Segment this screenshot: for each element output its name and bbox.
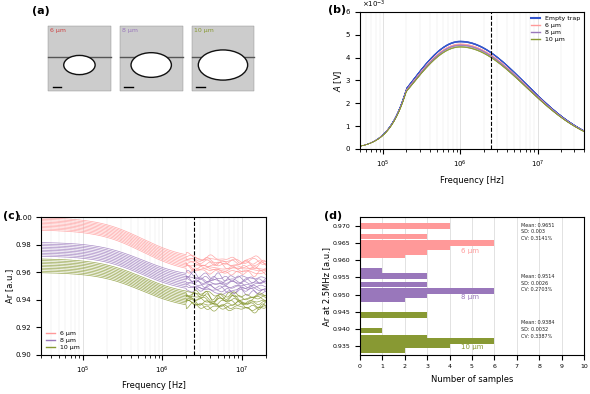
Text: Mean: 0.9384
SD: 0.0032
CV: 0.3387%: Mean: 0.9384 SD: 0.0032 CV: 0.3387% [522, 320, 555, 338]
X-axis label: Frequency [Hz]: Frequency [Hz] [122, 381, 185, 390]
Bar [360, 288, 494, 294]
Text: (c): (c) [3, 211, 20, 221]
Bar [360, 240, 494, 246]
Text: 6 μm: 6 μm [461, 248, 478, 254]
Text: Mean: 0.9514
SD: 0.0026
CV: 0.2703%: Mean: 0.9514 SD: 0.0026 CV: 0.2703% [522, 274, 555, 292]
Bar [48, 26, 111, 91]
Bar [120, 26, 183, 91]
Bar [360, 281, 427, 287]
Bar [360, 245, 450, 250]
Bar [360, 296, 405, 301]
Text: 8 μm: 8 μm [461, 294, 478, 300]
Text: 10 μm: 10 μm [461, 344, 483, 350]
Bar [360, 234, 427, 239]
Text: 8 μm: 8 μm [122, 28, 138, 33]
Bar [360, 273, 427, 279]
Bar [360, 342, 450, 348]
Text: 6 μm: 6 μm [50, 28, 66, 33]
Text: (b): (b) [329, 5, 346, 15]
Bar [360, 292, 427, 298]
Bar [360, 268, 382, 273]
Text: (a): (a) [32, 6, 50, 16]
Circle shape [64, 56, 95, 74]
Text: 10 μm: 10 μm [194, 28, 214, 33]
Bar [360, 253, 405, 258]
Text: Mean: 0.9651
SD: 0.003
CV: 0.3141%: Mean: 0.9651 SD: 0.003 CV: 0.3141% [522, 223, 555, 241]
X-axis label: Number of samples: Number of samples [431, 375, 513, 384]
Legend: 6 μm, 8 μm, 10 μm: 6 μm, 8 μm, 10 μm [43, 329, 83, 353]
Bar [360, 312, 427, 318]
Legend: Empty trap, 6 μm, 8 μm, 10 μm: Empty trap, 6 μm, 8 μm, 10 μm [528, 13, 583, 44]
Bar [360, 338, 494, 344]
Bar [360, 348, 405, 353]
Y-axis label: $A$ [V]: $A$ [V] [332, 69, 344, 91]
Text: $\times10^{-3}$: $\times10^{-3}$ [362, 0, 386, 11]
Bar [192, 26, 254, 91]
Y-axis label: Ar [a.u.]: Ar [a.u.] [5, 269, 14, 303]
Circle shape [131, 53, 171, 77]
Text: (d): (d) [324, 211, 342, 221]
Bar [360, 335, 427, 340]
Bar [360, 328, 382, 333]
Y-axis label: Ar at 2.5MHz [a.u.]: Ar at 2.5MHz [a.u.] [322, 247, 331, 325]
Bar [360, 249, 427, 255]
X-axis label: Frequency [Hz]: Frequency [Hz] [440, 175, 504, 184]
Circle shape [198, 50, 248, 80]
Bar [360, 223, 450, 229]
